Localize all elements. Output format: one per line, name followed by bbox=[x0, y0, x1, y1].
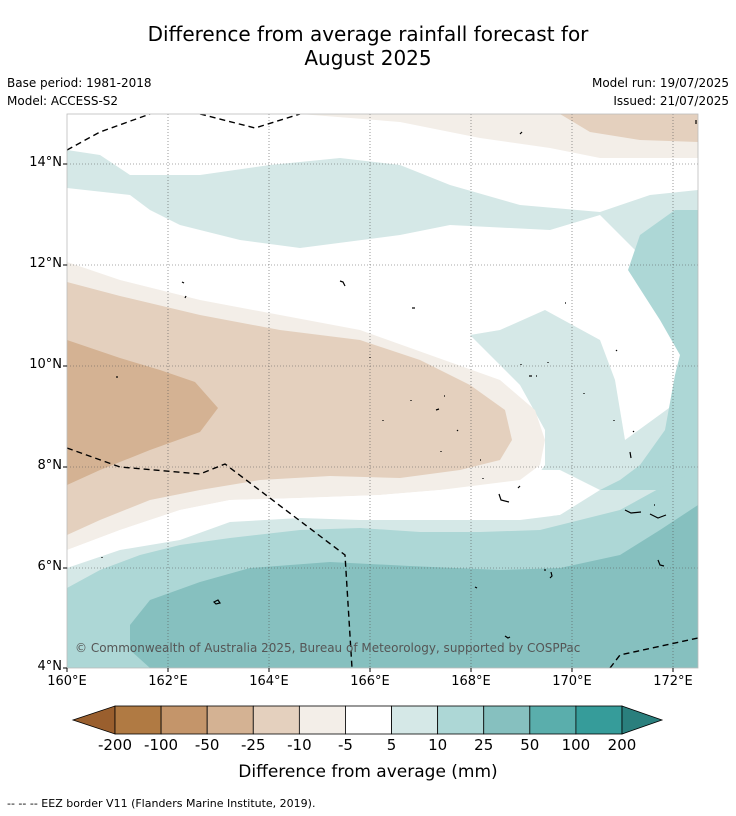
map-title: Difference from average rainfall forecas… bbox=[0, 22, 736, 70]
colorbar-swatch bbox=[483, 705, 531, 735]
axis-ticks bbox=[63, 163, 674, 672]
title-line-2: August 2025 bbox=[304, 46, 432, 70]
dry-band-north-light bbox=[150, 114, 698, 158]
issued-date: Issued: 21/07/2025 bbox=[613, 94, 729, 108]
lat-label-4n: 4°N bbox=[37, 659, 63, 674]
colorbar-tick-label: 25 bbox=[474, 736, 494, 754]
lat-label-14n: 14°N bbox=[29, 155, 62, 170]
colorbar-swatch bbox=[345, 705, 392, 735]
model-name: Model: ACCESS-S2 bbox=[7, 94, 119, 108]
lon-label-172e: 172°E bbox=[653, 674, 693, 689]
lon-label-162e: 162°E bbox=[148, 674, 188, 689]
colorbar-tick-label: -5 bbox=[337, 736, 353, 754]
colorbar-swatch bbox=[114, 705, 162, 735]
gridlines bbox=[67, 114, 698, 668]
colorbar-extend-low bbox=[71, 705, 116, 735]
rainfall-map bbox=[67, 114, 698, 668]
islands bbox=[101, 120, 697, 639]
colorbar-swatch bbox=[391, 705, 439, 735]
colorbar-tick-label: 50 bbox=[520, 736, 540, 754]
colorbar-swatch bbox=[575, 705, 623, 735]
colorbar-swatch bbox=[298, 705, 346, 735]
colorbar-tick-label: -10 bbox=[287, 736, 312, 754]
lat-label-6n: 6°N bbox=[37, 559, 63, 574]
model-run: Model run: 19/07/2025 bbox=[591, 76, 729, 90]
lon-label-168e: 168°E bbox=[451, 674, 491, 689]
title-line-1: Difference from average rainfall forecas… bbox=[147, 22, 589, 46]
colorbar-swatch bbox=[160, 705, 208, 735]
colorbar-tick-label: -50 bbox=[194, 736, 220, 754]
lon-label-166e: 166°E bbox=[350, 674, 390, 689]
colorbar-swatch bbox=[437, 705, 485, 735]
colorbar-tick-label: 200 bbox=[607, 736, 637, 754]
lat-label-8n: 8°N bbox=[37, 458, 63, 473]
lon-label-170e: 170°E bbox=[552, 674, 592, 689]
colorbar-extend-high bbox=[621, 705, 664, 735]
neutral-band-south bbox=[67, 470, 600, 568]
meta-left: Base period: 1981-2018 Model: ACCESS-S2 bbox=[7, 74, 152, 110]
lon-label-160e: 160°E bbox=[47, 674, 87, 689]
colorbar-tick-label: 10 bbox=[428, 736, 448, 754]
meta-right: Model run: 19/07/2025 Issued: 21/07/2025 bbox=[592, 74, 729, 110]
colorbar-swatch bbox=[206, 705, 254, 735]
colorbar bbox=[71, 705, 664, 735]
eez-borders bbox=[67, 114, 698, 668]
footer-note: -- -- -- EEZ border V11 (Flanders Marine… bbox=[7, 797, 316, 810]
lat-label-10n: 10°N bbox=[29, 357, 62, 372]
lon-label-164e: 164°E bbox=[249, 674, 289, 689]
colorbar-tick-label: -200 bbox=[97, 736, 133, 754]
base-period: Base period: 1981-2018 bbox=[7, 76, 152, 90]
colorbar-swatch bbox=[252, 705, 300, 735]
colorbar-swatch bbox=[529, 705, 577, 735]
colorbar-title: Difference from average (mm) bbox=[238, 762, 498, 782]
wet-band-north bbox=[67, 150, 698, 380]
wet-east-core bbox=[600, 210, 698, 490]
wet-east-bulge bbox=[470, 190, 698, 520]
colorbar-tick-label: -25 bbox=[241, 736, 266, 754]
wet-band-south-core bbox=[130, 505, 698, 668]
colorbar-tick-label: 100 bbox=[561, 736, 591, 754]
dry-band-north bbox=[560, 114, 698, 142]
lat-label-12n: 12°N bbox=[29, 256, 62, 271]
colorbar-tick-label: 5 bbox=[386, 736, 397, 754]
colorbar-tick-label: -100 bbox=[144, 736, 179, 754]
copyright-notice: © Commonwealth of Australia 2025, Bureau… bbox=[75, 641, 581, 655]
dry-tongue-core bbox=[67, 340, 218, 485]
